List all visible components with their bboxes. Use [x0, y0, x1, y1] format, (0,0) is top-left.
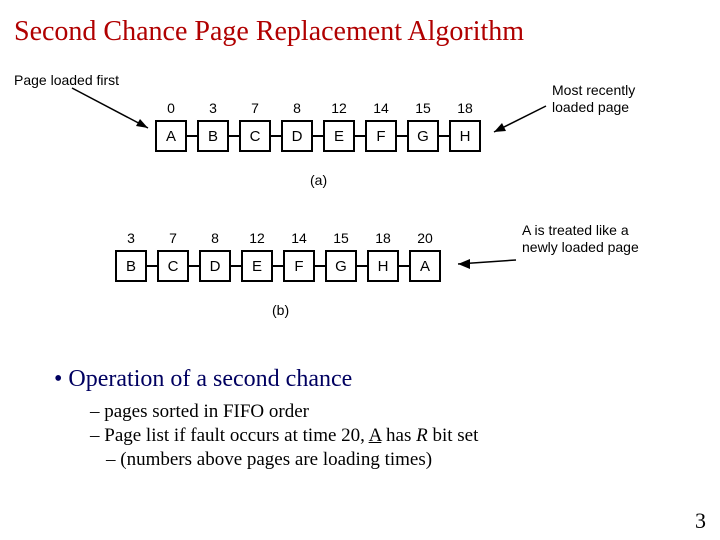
load-time: 8	[276, 100, 318, 116]
page-box: D	[199, 250, 231, 282]
load-time: 12	[236, 230, 278, 246]
sub2-text-a: Page list if fault occurs at time 20,	[104, 425, 368, 446]
page-cell: 18 H	[444, 100, 486, 152]
load-time: 20	[404, 230, 446, 246]
page-cell: 0A	[150, 100, 192, 152]
page-cell: 8D	[276, 100, 318, 152]
page-box: C	[157, 250, 189, 282]
page-cell: 3B	[110, 230, 152, 282]
sub2-A: A	[369, 425, 382, 446]
page-cell: 20 A	[404, 230, 446, 282]
bullet-sub1: pages sorted in FIFO order	[90, 401, 690, 423]
page-cell: 8D	[194, 230, 236, 282]
load-time: 18	[362, 230, 404, 246]
load-time: 0	[150, 100, 192, 116]
page-box: G	[325, 250, 357, 282]
page-cell: 14 F	[278, 230, 320, 282]
page-cell: 3B	[192, 100, 234, 152]
load-time: 3	[192, 100, 234, 116]
page-box: B	[115, 250, 147, 282]
load-time: 12	[318, 100, 360, 116]
page-number: 3	[695, 508, 706, 534]
load-time: 7	[234, 100, 276, 116]
load-time: 7	[152, 230, 194, 246]
page-row-b: 3B7C8D12E14F15G18H20A	[110, 230, 446, 282]
page-box: E	[323, 120, 355, 152]
sublabel-a: (a)	[310, 172, 327, 188]
load-time: 14	[360, 100, 402, 116]
bullet-sub3: (numbers above pages are loading times)	[90, 449, 690, 471]
sub2-text-c: bit set	[428, 425, 479, 446]
page-cell: 7C	[152, 230, 194, 282]
label-newly-loaded: A is treated like a newly loaded page	[522, 222, 639, 256]
page-cell: 15 G	[320, 230, 362, 282]
load-time: 15	[320, 230, 362, 246]
sub2-text-b: has	[381, 425, 416, 446]
sublabel-b: (b)	[272, 302, 289, 318]
page-box: G	[407, 120, 439, 152]
page-box: H	[449, 120, 481, 152]
page-box: A	[155, 120, 187, 152]
page-cell: 14 F	[360, 100, 402, 152]
page-box: C	[239, 120, 271, 152]
load-time: 3	[110, 230, 152, 246]
slide-title: Second Chance Page Replacement Algorithm	[0, 0, 720, 52]
load-time: 8	[194, 230, 236, 246]
page-cell: 18 H	[362, 230, 404, 282]
page-box: D	[281, 120, 313, 152]
arrow-newly	[450, 250, 520, 274]
page-row-a: 0A3B7C8D12E14F15G18H	[150, 100, 486, 152]
arrow-recent	[488, 104, 550, 138]
sub2-R: R	[416, 425, 428, 446]
page-cell: 12 E	[236, 230, 278, 282]
page-box: H	[367, 250, 399, 282]
load-time: 14	[278, 230, 320, 246]
bullet-block: Operation of a second chance pages sorte…	[0, 352, 720, 471]
page-cell: 12 E	[318, 100, 360, 152]
label-most-recent: Most recently loaded page	[552, 82, 635, 116]
page-box: F	[283, 250, 315, 282]
load-time: 15	[402, 100, 444, 116]
page-cell: 7C	[234, 100, 276, 152]
page-box: A	[409, 250, 441, 282]
page-box: B	[197, 120, 229, 152]
arrow-first	[70, 86, 160, 136]
page-box: E	[241, 250, 273, 282]
diagram: Page loaded first Most recently loaded p…	[10, 72, 710, 352]
bullet-main: Operation of a second chance	[54, 366, 690, 393]
page-cell: 15 G	[402, 100, 444, 152]
load-time: 18	[444, 100, 486, 116]
page-box: F	[365, 120, 397, 152]
bullet-sub2: Page list if fault occurs at time 20, A …	[90, 425, 690, 447]
